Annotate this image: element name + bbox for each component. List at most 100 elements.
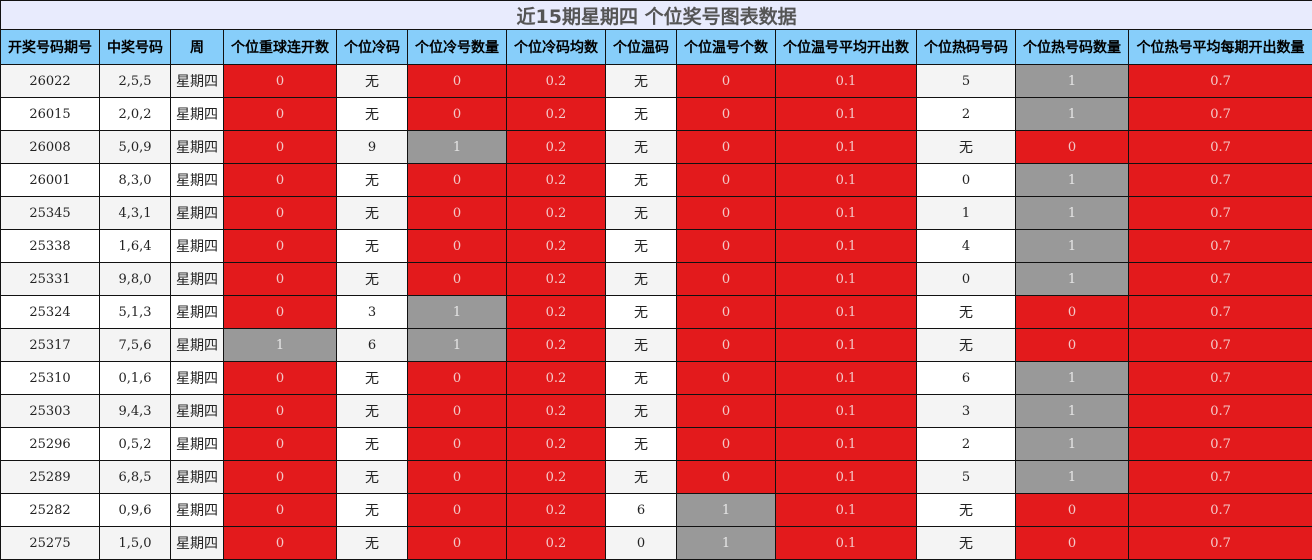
cell-hot-avg: 0.7 (1127, 394, 1312, 428)
cell-hot-avg: 0.7 (1127, 328, 1312, 362)
cell-cold-avg: 0.2 (506, 262, 606, 296)
cell-warm-count: 0 (676, 229, 776, 263)
cell-weekday: 星期四 (170, 427, 224, 461)
column-header-period: 开奖号码期号 (0, 29, 100, 65)
cell-hot-avg: 0.7 (1127, 130, 1312, 164)
table-row: 26022 2,5,5 星期四 0 无 0 0.2 无 0 0.1 5 1 0.7 (0, 64, 1312, 98)
cell-warm-code: 无 (605, 361, 677, 395)
cell-hot-code: 6 (916, 361, 1016, 395)
cell-warm-avg: 0.1 (775, 97, 917, 131)
cell-cold-code: 无 (336, 394, 408, 428)
cell-hot-count: 0 (1015, 493, 1129, 527)
column-header-cold-code: 个位冷码 (336, 29, 408, 65)
cell-warm-count: 0 (676, 97, 776, 131)
cell-hot-avg: 0.7 (1127, 262, 1312, 296)
cell-hot-count: 0 (1015, 295, 1129, 329)
cell-period: 25282 (0, 493, 100, 527)
cell-hot-code: 无 (916, 130, 1016, 164)
cell-cold-code: 3 (336, 295, 408, 329)
cell-cold-avg: 0.2 (506, 361, 606, 395)
cell-cold-code: 无 (336, 97, 408, 131)
cell-numbers: 7,5,6 (99, 328, 171, 362)
cell-warm-count: 0 (676, 460, 776, 494)
cell-warm-count: 0 (676, 361, 776, 395)
table-row: 25331 9,8,0 星期四 0 无 0 0.2 无 0 0.1 0 1 0.7 (0, 262, 1312, 296)
cell-weekday: 星期四 (170, 262, 224, 296)
cell-warm-code: 无 (605, 295, 677, 329)
header-row: 开奖号码期号 中奖号码周个位重球连开数 个位冷码 个位冷号数量 个位冷码均数 个位温码 个位… (0, 29, 1312, 65)
cell-repeat-count: 0 (223, 427, 337, 461)
cell-warm-avg: 0.1 (775, 460, 917, 494)
cell-hot-code: 0 (916, 163, 1016, 197)
cell-warm-avg: 0.1 (775, 295, 917, 329)
cell-hot-code: 0 (916, 262, 1016, 296)
cell-hot-count: 0 (1015, 130, 1129, 164)
cell-period: 25296 (0, 427, 100, 461)
cell-numbers: 4,3,1 (99, 196, 171, 230)
cell-period: 25289 (0, 460, 100, 494)
cell-warm-count: 0 (676, 262, 776, 296)
cell-warm-count: 0 (676, 328, 776, 362)
cell-cold-count: 0 (407, 394, 507, 428)
cell-cold-count: 0 (407, 460, 507, 494)
cell-warm-avg: 0.1 (775, 64, 917, 98)
cell-warm-avg: 0.1 (775, 493, 917, 527)
cell-numbers: 5,1,3 (99, 295, 171, 329)
cell-cold-count: 0 (407, 196, 507, 230)
cell-cold-avg: 0.2 (506, 196, 606, 230)
cell-warm-avg: 0.1 (775, 262, 917, 296)
cell-period: 25275 (0, 526, 100, 560)
cell-repeat-count: 0 (223, 163, 337, 197)
cell-hot-code: 无 (916, 328, 1016, 362)
cell-repeat-count: 0 (223, 361, 337, 395)
cell-warm-avg: 0.1 (775, 427, 917, 461)
cell-numbers: 2,5,5 (99, 64, 171, 98)
cell-numbers: 1,6,4 (99, 229, 171, 263)
cell-hot-count: 1 (1015, 163, 1129, 197)
cell-hot-avg: 0.7 (1127, 163, 1312, 197)
cell-warm-avg: 0.1 (775, 229, 917, 263)
cell-warm-count: 1 (676, 493, 776, 527)
cell-hot-count: 1 (1015, 460, 1129, 494)
cell-repeat-count: 0 (223, 526, 337, 560)
table-row: 26008 5,0,9 星期四 0 9 1 0.2 无 0 0.1 无 0 0.7 (0, 130, 1312, 164)
cell-warm-count: 0 (676, 427, 776, 461)
cell-hot-avg: 0.7 (1127, 196, 1312, 230)
column-header-weekday: 周 (170, 29, 224, 65)
cell-period: 25303 (0, 394, 100, 428)
cell-numbers: 0,5,2 (99, 427, 171, 461)
cell-numbers: 1,5,0 (99, 526, 171, 560)
cell-warm-count: 0 (676, 130, 776, 164)
cell-cold-count: 0 (407, 163, 507, 197)
cell-warm-code: 无 (605, 130, 677, 164)
cell-period: 26022 (0, 64, 100, 98)
cell-period: 26001 (0, 163, 100, 197)
cell-hot-code: 无 (916, 493, 1016, 527)
cell-cold-count: 0 (407, 229, 507, 263)
cell-numbers: 2,0,2 (99, 97, 171, 131)
column-header-hot-count: 个位热号码数量 (1015, 29, 1129, 65)
table-row: 25310 0,1,6 星期四 0 无 0 0.2 无 0 0.1 6 1 0.7 (0, 361, 1312, 395)
cell-hot-code: 5 (916, 460, 1016, 494)
cell-warm-code: 无 (605, 427, 677, 461)
cell-weekday: 星期四 (170, 295, 224, 329)
cell-hot-avg: 0.7 (1127, 64, 1312, 98)
table-row: 25317 7,5,6 星期四 1 6 1 0.2 无 0 0.1 无 0 0.7 (0, 328, 1312, 362)
cell-warm-code: 无 (605, 97, 677, 131)
table-row: 25303 9,4,3 星期四 0 无 0 0.2 无 0 0.1 3 1 0.7 (0, 394, 1312, 428)
cell-period: 25324 (0, 295, 100, 329)
table-row: 25289 6,8,5 星期四 0 无 0 0.2 无 0 0.1 5 1 0.7 (0, 460, 1312, 494)
cell-repeat-count: 0 (223, 196, 337, 230)
cell-numbers: 0,9,6 (99, 493, 171, 527)
cell-period: 26008 (0, 130, 100, 164)
cell-cold-code: 无 (336, 196, 408, 230)
cell-repeat-count: 0 (223, 64, 337, 98)
cell-hot-avg: 0.7 (1127, 97, 1312, 131)
cell-cold-code: 无 (336, 526, 408, 560)
cell-numbers: 8,3,0 (99, 163, 171, 197)
cell-warm-count: 0 (676, 196, 776, 230)
cell-period: 25310 (0, 361, 100, 395)
cell-warm-avg: 0.1 (775, 163, 917, 197)
cell-hot-count: 1 (1015, 64, 1129, 98)
